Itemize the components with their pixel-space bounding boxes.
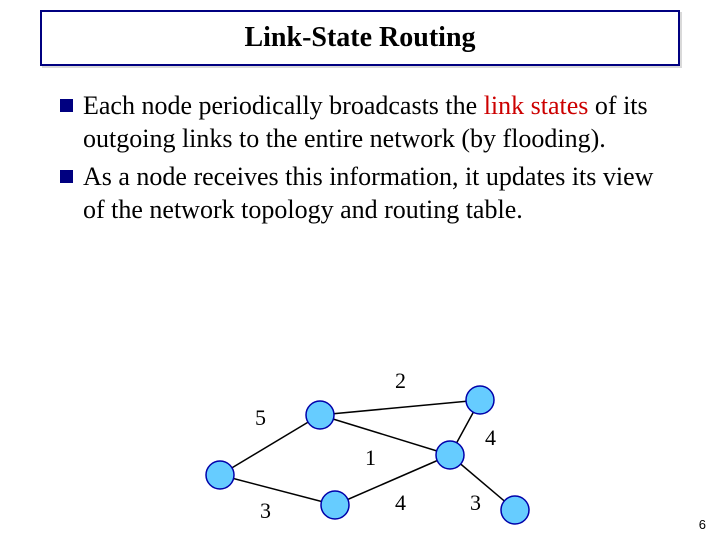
node xyxy=(321,491,349,519)
node xyxy=(306,401,334,429)
bullet-square-icon xyxy=(60,99,73,112)
edge-weight-label: 3 xyxy=(470,490,481,515)
edge-weight-label: 3 xyxy=(260,498,271,523)
edge-weight-label: 4 xyxy=(395,490,406,515)
bullet-text: As a node receives this information, it … xyxy=(83,161,670,226)
bullet-text-pre: As a node receives this information, it … xyxy=(83,162,653,224)
edge-weight-label: 2 xyxy=(395,370,406,393)
edge xyxy=(220,475,335,505)
node xyxy=(436,441,464,469)
bullet-text-pre: Each node periodically broadcasts the xyxy=(83,91,484,120)
bullet-item: Each node periodically broadcasts the li… xyxy=(60,90,670,155)
node xyxy=(466,386,494,414)
slide-title-frame: Link-State Routing xyxy=(40,10,680,66)
bullet-item: As a node receives this information, it … xyxy=(60,161,670,226)
edge xyxy=(220,415,320,475)
edge-weight-label: 1 xyxy=(365,445,376,470)
edge-weight-label: 5 xyxy=(255,405,266,430)
slide-body: Each node periodically broadcasts the li… xyxy=(60,90,670,232)
node xyxy=(501,496,529,524)
edge xyxy=(335,455,450,505)
edge xyxy=(320,415,450,455)
network-diagram: 5 3 1 2 4 4 3 xyxy=(190,370,530,530)
node xyxy=(206,461,234,489)
edge-weight-label: 4 xyxy=(485,425,496,450)
bullet-text: Each node periodically broadcasts the li… xyxy=(83,90,670,155)
page-number: 6 xyxy=(699,517,706,532)
slide-title: Link-State Routing xyxy=(244,22,475,54)
edge xyxy=(320,400,480,415)
bullet-square-icon xyxy=(60,170,73,183)
bullet-text-highlight: link states xyxy=(484,91,589,120)
